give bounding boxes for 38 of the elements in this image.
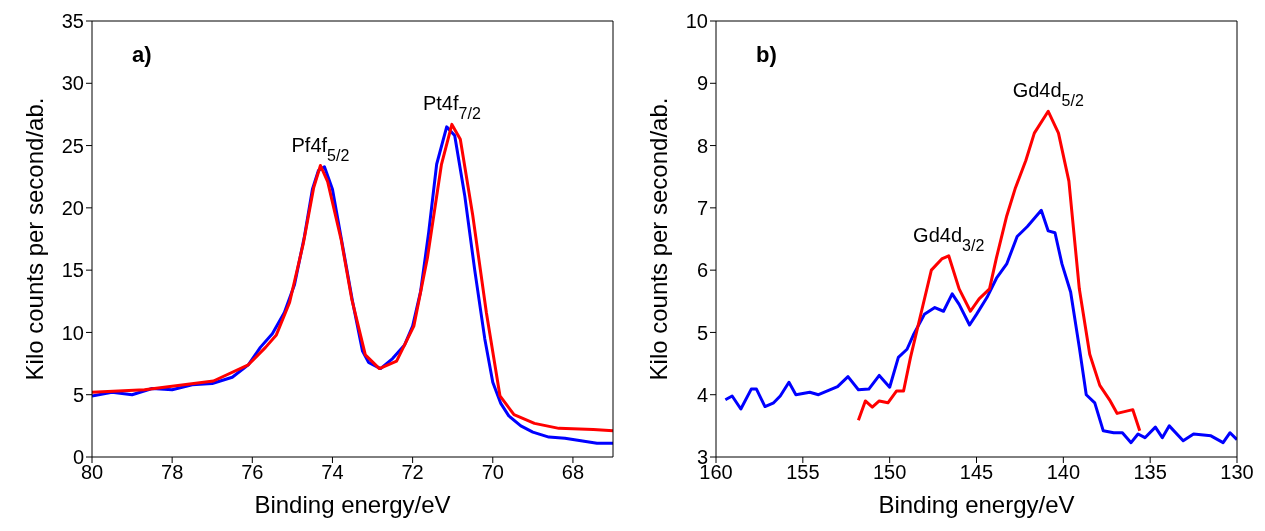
- y-tick-label: 30: [61, 72, 84, 95]
- annotation: Pt4f$_{7/2}$: [422, 92, 481, 122]
- annotation: Gd4d$_{5/2}$: [1012, 79, 1084, 109]
- y-tick-label: 9: [696, 72, 708, 95]
- y-tick-label: 10: [61, 321, 84, 344]
- x-tick-label: 72: [401, 461, 424, 484]
- y-axis-title: Kilo counts per second/ab.: [644, 97, 672, 381]
- y-tick-label: 6: [696, 259, 708, 282]
- y-tick-label: 4: [696, 383, 708, 406]
- y-tick-label: 8: [696, 134, 708, 157]
- x-tick-label: 74: [321, 461, 344, 484]
- y-axis-title: Kilo counts per second/ab.: [20, 97, 48, 381]
- y-tick-label: 10: [685, 10, 708, 33]
- y-tick-label: 5: [72, 383, 84, 406]
- y-tick-label: 5: [696, 321, 708, 344]
- x-tick-label: 76: [241, 461, 264, 484]
- y-tick-label: 20: [61, 196, 84, 219]
- annotation: a): [132, 42, 152, 68]
- line-series: [856, 109, 1142, 433]
- y-tick-label: 7: [696, 196, 708, 219]
- x-tick-label: 78: [161, 461, 184, 484]
- x-axis-title: Binding energy/eV: [878, 491, 1075, 518]
- annotation: Gd4d$_{3/2}$: [913, 223, 985, 254]
- annotation: b): [756, 42, 777, 68]
- x-tick-label: 68: [561, 461, 585, 484]
- x-axis-title: Binding energy/eV: [254, 491, 451, 518]
- x-tick-label: 145: [959, 461, 994, 484]
- x-tick-label: 140: [1046, 461, 1081, 484]
- x-tick-label: 130: [1220, 461, 1254, 484]
- y-tick-label: 25: [61, 134, 84, 157]
- line-series: [723, 208, 1237, 445]
- y-tick-label: 35: [61, 10, 84, 33]
- x-tick-label: 155: [786, 461, 820, 484]
- x-tick-label: 70: [481, 461, 504, 484]
- x-tick-label: 135: [1133, 461, 1167, 484]
- y-tick-label: 15: [61, 259, 84, 282]
- annotation: Pf4f$_{5/2}$: [291, 133, 350, 163]
- x-tick-label: 150: [872, 461, 907, 484]
